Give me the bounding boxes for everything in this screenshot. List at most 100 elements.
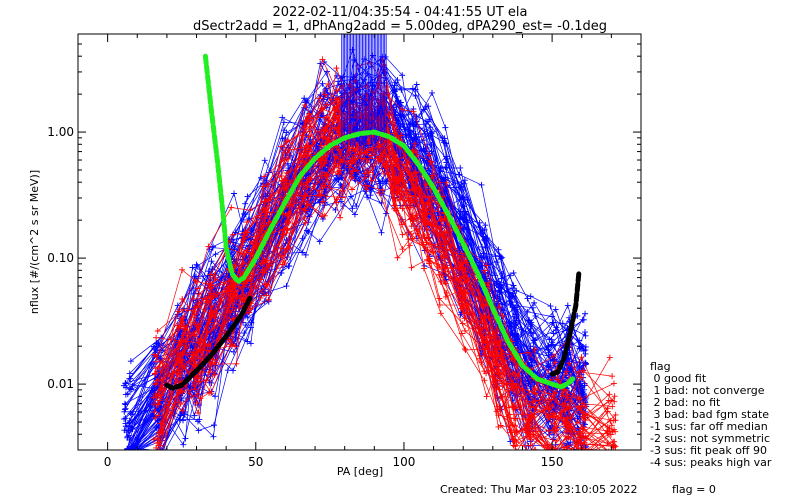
data-point	[581, 453, 587, 459]
data-point	[127, 453, 133, 459]
data-point	[567, 453, 573, 459]
data-point	[351, 211, 358, 218]
data-point	[122, 453, 128, 459]
data-point	[212, 393, 219, 400]
data-point	[583, 453, 589, 459]
data-point	[124, 434, 131, 441]
data-point	[193, 261, 200, 268]
data-point	[531, 299, 538, 306]
data-point	[316, 238, 323, 245]
data-point	[126, 453, 132, 459]
data-point	[422, 148, 429, 155]
data-point	[478, 181, 485, 188]
data-point	[156, 453, 162, 459]
data-point	[582, 453, 588, 459]
data-point	[613, 453, 619, 459]
data-point	[549, 339, 556, 346]
data-point	[128, 453, 134, 459]
data-point	[524, 295, 531, 302]
data-point	[240, 216, 247, 223]
data-point	[574, 424, 581, 431]
data-point	[122, 405, 129, 412]
data-point	[575, 453, 581, 459]
flag-status: flag = 0	[672, 483, 716, 496]
data-point	[122, 391, 129, 398]
data-point	[299, 235, 306, 242]
data-point	[610, 380, 617, 387]
data-point	[559, 320, 566, 327]
data-point	[391, 82, 398, 89]
data-point	[611, 393, 618, 400]
data-point	[564, 302, 571, 309]
data-point	[129, 453, 135, 459]
data-point	[212, 251, 219, 258]
data-point	[513, 306, 520, 313]
data-point	[121, 453, 127, 459]
data-point	[209, 266, 216, 273]
data-point	[123, 453, 129, 459]
data-point	[231, 246, 238, 253]
data-point	[407, 134, 414, 141]
data-point	[413, 81, 420, 88]
data-point	[123, 429, 130, 436]
data-point	[382, 178, 389, 185]
data-point	[181, 411, 188, 418]
data-point	[122, 453, 128, 459]
data-point	[349, 205, 356, 212]
data-point	[121, 453, 127, 459]
data-point	[224, 367, 231, 374]
data-point	[125, 453, 131, 459]
data-point	[181, 305, 188, 312]
data-point	[123, 453, 129, 459]
data-point	[578, 453, 584, 459]
flux-traces	[120, 34, 619, 459]
data-point	[127, 453, 133, 459]
data-point	[612, 453, 618, 459]
y-tick-label: 1.00	[47, 125, 74, 139]
data-point	[437, 310, 444, 317]
data-point	[230, 348, 237, 355]
data-point	[482, 244, 489, 251]
data-point	[409, 120, 416, 127]
data-point	[510, 282, 517, 289]
data-point	[564, 453, 570, 459]
data-point	[353, 203, 360, 210]
data-point	[122, 453, 128, 459]
data-point	[582, 453, 588, 459]
data-point	[608, 453, 614, 459]
data-point	[191, 412, 198, 419]
data-point	[337, 214, 344, 221]
data-point	[129, 453, 135, 459]
data-point	[208, 258, 215, 265]
data-point	[546, 336, 553, 343]
data-point	[564, 453, 570, 459]
data-point	[129, 453, 135, 459]
x-tick-label: 50	[248, 455, 263, 469]
y-axis-label: nflux [#/(cm^2 s sr MeV)]	[28, 170, 41, 314]
data-point	[547, 303, 554, 310]
data-point	[125, 453, 131, 459]
data-point	[301, 95, 308, 102]
x-tick-label: 100	[392, 455, 415, 469]
data-point	[230, 367, 237, 374]
data-point	[529, 304, 536, 311]
data-point	[128, 447, 129, 450]
data-point	[154, 453, 160, 459]
data-point	[157, 453, 163, 459]
data-point	[155, 453, 161, 459]
data-point	[180, 441, 187, 448]
data-point	[481, 237, 488, 244]
data-point	[399, 246, 406, 253]
data-point	[528, 323, 535, 330]
data-point	[429, 89, 436, 96]
data-point	[159, 453, 165, 459]
data-point	[121, 453, 127, 459]
data-point	[283, 283, 290, 290]
data-point	[461, 216, 468, 223]
data-point	[194, 418, 201, 425]
data-point	[347, 193, 354, 200]
data-point	[567, 453, 573, 459]
data-point	[579, 453, 585, 459]
data-point	[244, 193, 251, 200]
data-point	[228, 204, 235, 211]
